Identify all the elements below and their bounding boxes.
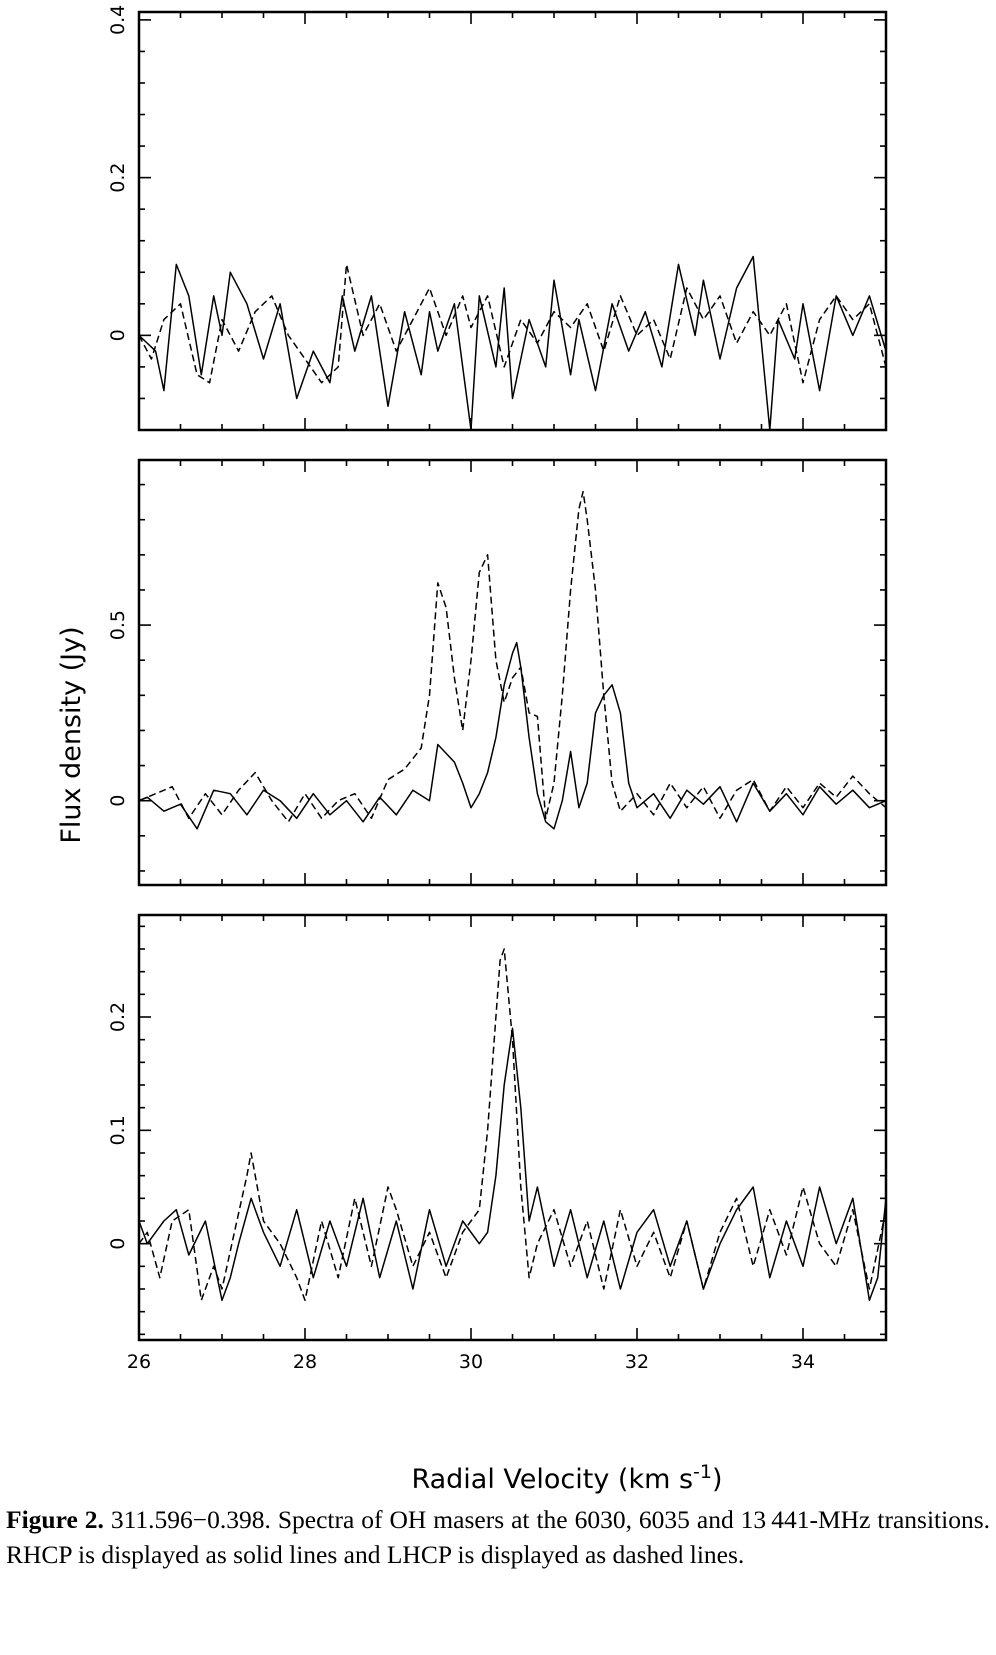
y-tick-label: 0 [107, 795, 129, 807]
y-tick-label: 0 [107, 329, 129, 341]
series-rhcp-solid [139, 1027, 886, 1302]
y-axis-label: Flux density (Jy) [56, 626, 87, 843]
y-tick-label: 0.2 [107, 1002, 129, 1032]
x-tick-label: 26 [127, 1351, 151, 1373]
panel-bottom-13441mhz: 0 0.1 0.2 26 28 30 32 34 [107, 913, 888, 1373]
x-axis-label: Radial Velocity (km s-1) [411, 1461, 722, 1495]
caption-figure-number: Figure 2. [6, 1505, 104, 1534]
y-tick-label: 0.4 [107, 5, 129, 35]
plot-frame [137, 913, 888, 1342]
series-rhcp-solid [139, 641, 886, 830]
panel-middle-6035mhz: 00.5 [107, 458, 888, 887]
series-lhcp-dashed [139, 948, 886, 1302]
series-rhcp-solid [139, 255, 886, 430]
plot-frame [137, 458, 888, 887]
y-tick-label: 0.2 [107, 163, 129, 193]
x-tick-label: 34 [791, 1351, 815, 1373]
figure-caption: Figure 2. 311.596−0.398. Spectra of OH m… [6, 1502, 990, 1572]
series-lhcp-dashed [139, 263, 886, 384]
figure-2-spectra: 00.20.4 00.5 00.10.226 28 30 32 34 Flux dens… [56, 5, 888, 1495]
x-tick-label: 32 [625, 1351, 649, 1373]
caption-text: 311.596−0.398. Spectra of OH masers at t… [6, 1505, 990, 1569]
y-tick-label: 0.5 [107, 610, 129, 640]
panel-top-6030mhz: 0 0.2 0.4 [107, 5, 888, 432]
y-tick-label: 0 [107, 1238, 129, 1250]
series-lhcp-dashed [139, 490, 886, 823]
y-tick-label: 0.1 [107, 1115, 129, 1145]
x-tick-label: 30 [459, 1351, 483, 1373]
x-tick-label: 28 [293, 1351, 317, 1373]
